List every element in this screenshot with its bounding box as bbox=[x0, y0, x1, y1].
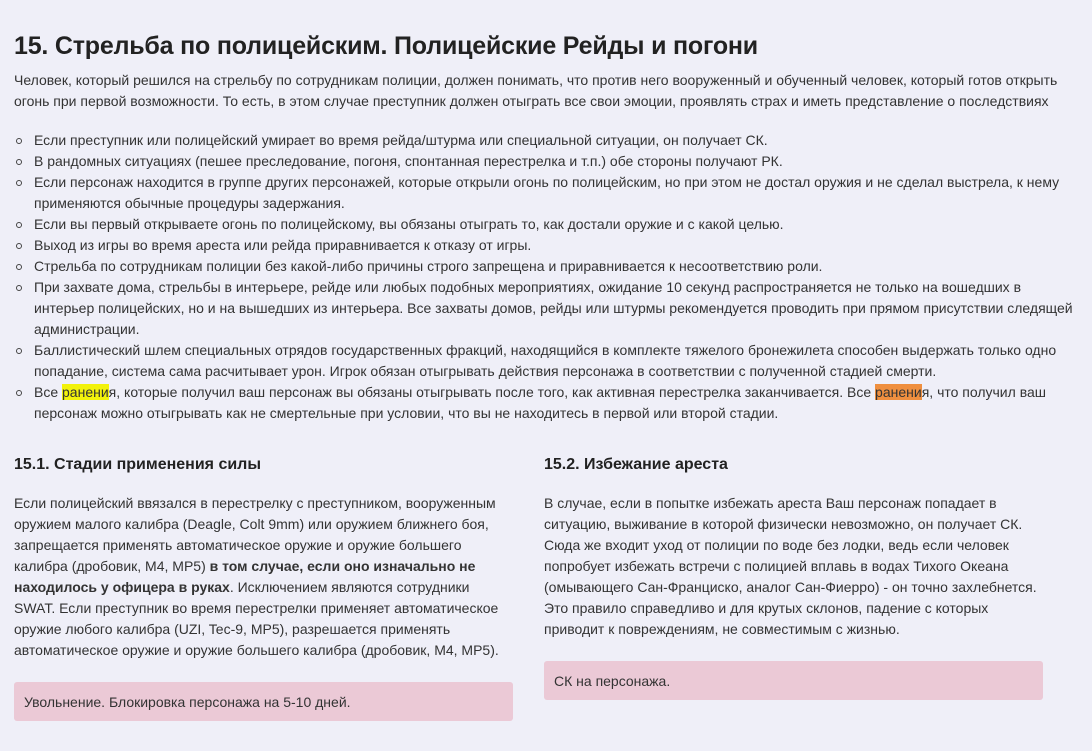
section-heading: 15.1. Стадии применения силы bbox=[14, 456, 262, 473]
text: . Исключением являются сотрудники SWAT. … bbox=[14, 579, 499, 658]
rules-list: Если преступник или полицейский умирает … bbox=[14, 130, 1078, 424]
section-text: В случае, если в попытке избежать ареста… bbox=[544, 495, 1037, 637]
rule-item: Баллистический шлем специальных отрядов … bbox=[14, 340, 1078, 382]
intro-text: Человек, который решился на стрельбу по … bbox=[14, 72, 1058, 109]
subsections: 15.1. Стадии применения силы Если полице… bbox=[14, 454, 1078, 721]
text: Все bbox=[34, 384, 63, 400]
rule-item: Если преступник или полицейский умирает … bbox=[14, 130, 1078, 151]
highlight-orange: ранени bbox=[875, 384, 922, 400]
text: Если полицейский ввязался в перестрелку … bbox=[14, 495, 496, 574]
text: я, что получил ваш персонаж можно отыгры… bbox=[34, 384, 1046, 421]
section-text: Если полицейский ввязался в перестрелку … bbox=[14, 493, 513, 661]
rule-item: При захвате дома, стрельбы в интерьере, … bbox=[14, 277, 1078, 340]
rule-item: Все ранения, которые получил ваш персона… bbox=[14, 382, 1078, 424]
section-arrest-evasion: 15.2. Избежание ареста В случае, если в … bbox=[544, 454, 1043, 721]
rule-item: В рандомных ситуациях (пешее преследован… bbox=[14, 151, 1078, 172]
rule-item: Если персонаж находится в группе других … bbox=[14, 172, 1078, 214]
highlight-yellow: ранени bbox=[62, 384, 109, 400]
rules-page: 15. Стрельба по полицейским. Полицейские… bbox=[14, 32, 1078, 721]
section-heading: 15.2. Избежание ареста bbox=[544, 456, 728, 473]
bold-text: в том случае, если оно изначально не нах… bbox=[14, 558, 476, 595]
rule-item: Выход из игры во время ареста или рейда … bbox=[14, 235, 1078, 256]
page-title: 15. Стрельба по полицейским. Полицейские… bbox=[14, 32, 758, 60]
punishment-box: Увольнение. Блокировка персонажа на 5-10… bbox=[14, 682, 513, 721]
rule-item: Стрельба по сотрудникам полиции без како… bbox=[14, 256, 1078, 277]
text: я, которые получил ваш персонаж вы обяза… bbox=[108, 384, 876, 400]
section-force-stages: 15.1. Стадии применения силы Если полице… bbox=[14, 454, 513, 721]
rule-item: Если вы первый открываете огонь по полиц… bbox=[14, 214, 1078, 235]
punishment-box: СК на персонажа. bbox=[544, 661, 1043, 700]
